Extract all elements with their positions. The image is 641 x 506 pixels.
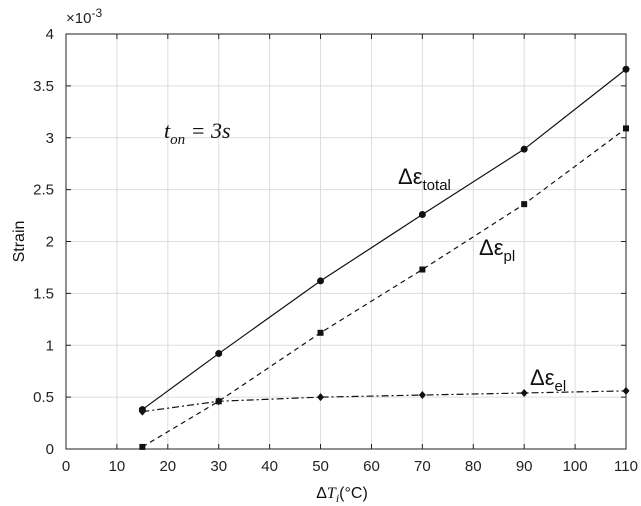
- data-point-el-5: [622, 386, 630, 395]
- series-label-pl: Δεpl: [479, 235, 515, 265]
- y-tick-label: 3: [46, 130, 54, 147]
- series-label-total: Δεtotal: [398, 164, 451, 194]
- y-tick-label: 2: [46, 234, 54, 251]
- data-point-total-1: [215, 350, 223, 358]
- x-axis-label-subscript: i: [336, 491, 339, 505]
- data-point-pl-2: [317, 329, 324, 336]
- y-tick-label: 4: [46, 26, 54, 43]
- x-axis-label-delta: Δ: [316, 485, 327, 502]
- x-tick-label: 70: [414, 458, 431, 475]
- y-tick-label: 0.5: [33, 389, 54, 406]
- data-point-el-3: [418, 391, 426, 400]
- x-tick-label: 10: [109, 458, 126, 475]
- ton-annotation: ton = 3s: [164, 118, 231, 148]
- series-label-sub-el: el: [555, 378, 567, 395]
- y-axis-label: Strain: [11, 221, 28, 263]
- y-exponent-sup: -3: [91, 6, 102, 20]
- x-tick-label: 80: [465, 458, 482, 475]
- data-point-el-1: [215, 397, 223, 406]
- data-point-pl-3: [419, 266, 426, 273]
- x-axis-label-unit: (°C): [339, 485, 368, 502]
- series-group: [138, 65, 630, 450]
- x-tick-label: 90: [516, 458, 533, 475]
- x-tick-label: 20: [159, 458, 176, 475]
- x-tick-label: 110: [614, 458, 638, 475]
- y-tick-label: 1.5: [33, 285, 54, 302]
- ton-annotation-rest: = 3s: [185, 118, 230, 143]
- data-point-pl-0: [139, 443, 146, 450]
- data-point-total-4: [520, 145, 528, 153]
- data-point-total-2: [317, 277, 325, 285]
- x-tick-label: 0: [62, 458, 70, 475]
- axis-ticks: 0 10 20 30 40 50 60 70 80 90 100 110 0 0.5 1 1.5 2 2.5 3 3.…: [33, 26, 638, 475]
- y-exponent-base: ×10: [66, 10, 91, 27]
- data-point-pl-5: [623, 125, 629, 132]
- data-point-el-0: [138, 407, 146, 416]
- y-tick-label: 3.5: [33, 78, 54, 95]
- series-label-main-el: Δε: [530, 365, 555, 390]
- y-tick-label: 1: [46, 337, 54, 354]
- series-label-el: Δεel: [530, 365, 566, 395]
- data-point-total-5: [622, 65, 630, 73]
- series-line-total: [142, 68, 627, 411]
- y-tick-label: 2.5: [33, 182, 54, 199]
- series-label-sub-total: total: [423, 177, 451, 194]
- ton-annotation-main: t: [164, 118, 171, 143]
- series-label-main-total: Δε: [398, 164, 423, 189]
- x-tick-label: 50: [312, 458, 329, 475]
- series-line-el: [142, 390, 627, 413]
- series-line-pl: [142, 127, 627, 448]
- y-exponent-label: ×10-3: [66, 6, 102, 27]
- series-label-main-pl: Δε: [479, 235, 504, 260]
- x-axis-label-symbol: T: [327, 485, 337, 502]
- y-tick-label: 0: [46, 441, 54, 458]
- ton-annotation-subscript: on: [170, 132, 185, 148]
- data-point-pl-4: [521, 201, 528, 208]
- x-tick-label: 100: [563, 458, 588, 475]
- data-point-el-2: [317, 393, 325, 402]
- series-label-sub-pl: pl: [504, 248, 516, 265]
- x-tick-label: 30: [210, 458, 227, 475]
- x-tick-label: 60: [363, 458, 380, 475]
- data-point-total-3: [418, 211, 426, 219]
- x-axis-label: ΔTi(°C): [316, 485, 368, 505]
- x-tick-label: 40: [261, 458, 278, 475]
- data-point-el-4: [520, 388, 528, 397]
